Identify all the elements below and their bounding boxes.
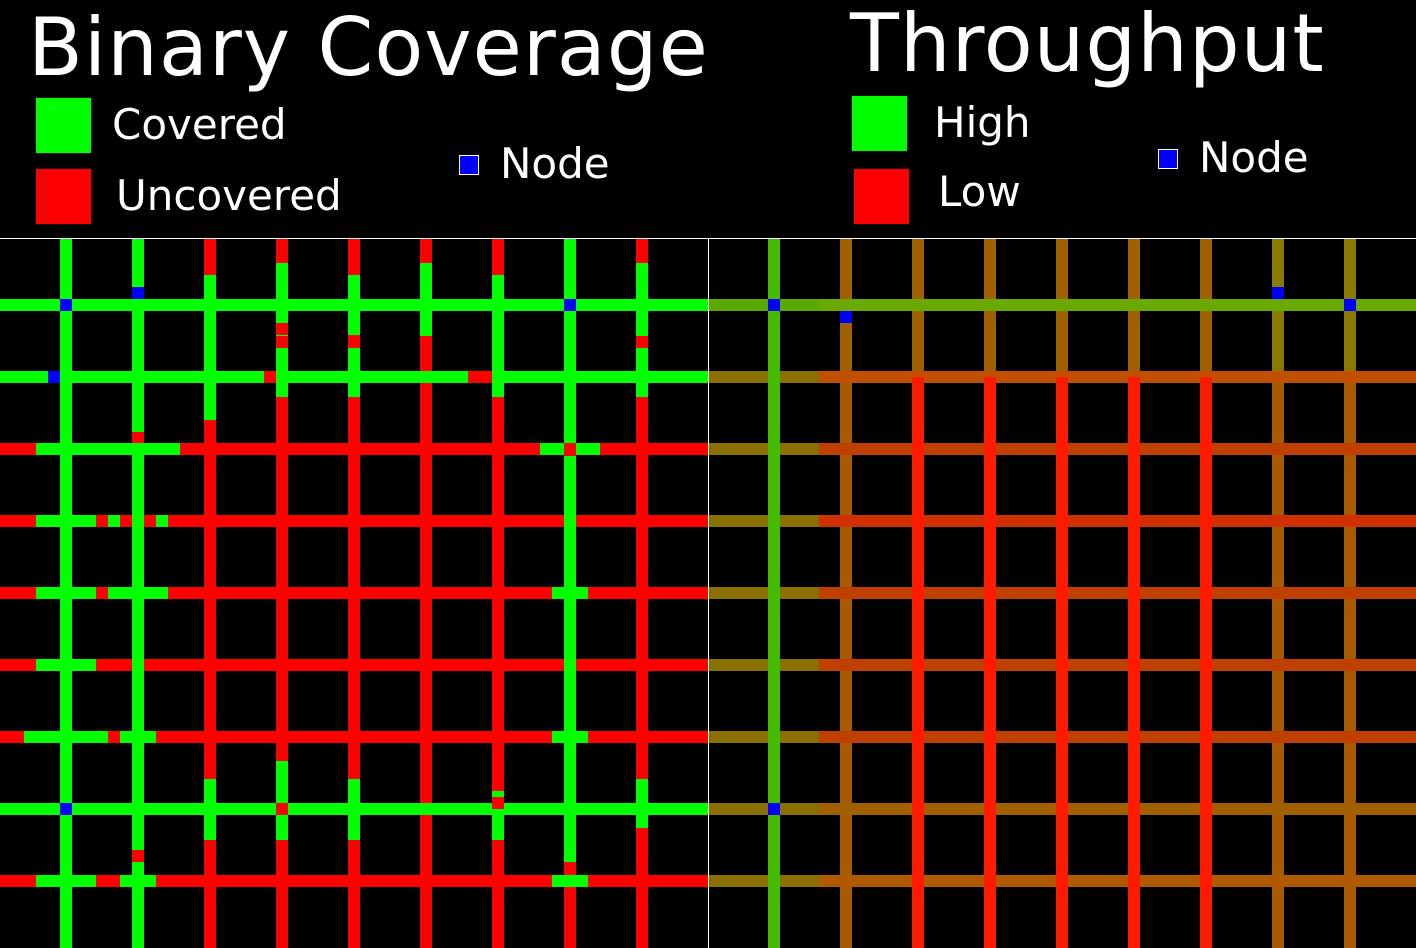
node	[132, 287, 144, 299]
node	[60, 803, 72, 815]
grid-diagram	[0, 239, 1416, 948]
uncovered-segment	[0, 515, 708, 527]
uncovered-segment	[276, 803, 288, 815]
covered-segment	[36, 443, 180, 455]
throughput-segment	[709, 299, 1416, 311]
throughput-segment	[984, 377, 996, 948]
node-swatch-left	[459, 155, 479, 175]
covered-segment	[480, 371, 708, 383]
covered-segment	[276, 371, 468, 383]
uncovered-segment	[264, 371, 276, 383]
node	[840, 311, 852, 323]
covered-segment	[108, 515, 120, 527]
throughput-segment	[1128, 377, 1140, 948]
covered-segment	[36, 515, 96, 527]
throughput-segment	[768, 239, 780, 948]
throughput-segment	[709, 443, 819, 455]
node-swatch-right	[1158, 149, 1178, 169]
high-swatch	[851, 95, 908, 152]
throughput-segment	[709, 803, 819, 815]
throughput-title: Throughput	[850, 0, 1325, 90]
throughput-grid	[709, 239, 1416, 948]
uncovered-segment	[480, 371, 492, 383]
covered-segment	[120, 875, 156, 887]
uncovered-label: Uncovered	[116, 171, 342, 220]
panel-divider	[708, 238, 709, 948]
covered-segment	[204, 275, 216, 420]
covered-swatch	[35, 97, 92, 154]
covered-segment	[288, 803, 492, 815]
uncovered-segment	[0, 659, 708, 671]
covered-segment	[120, 731, 156, 743]
uncovered-swatch	[35, 168, 92, 225]
uncovered-segment	[0, 731, 708, 743]
node	[768, 299, 780, 311]
throughput-segment	[709, 515, 819, 527]
covered-segment	[36, 875, 96, 887]
covered-segment	[0, 803, 276, 815]
node-label-right: Node	[1199, 133, 1309, 182]
low-label: Low	[938, 167, 1021, 216]
throughput-segment	[1200, 377, 1212, 948]
uncovered-segment	[276, 323, 288, 335]
covered-segment	[24, 731, 108, 743]
throughput-header: Throughput High Low Node	[708, 0, 1416, 238]
node	[564, 299, 576, 311]
uncovered-segment	[492, 797, 504, 809]
node	[48, 371, 60, 383]
covered-label: Covered	[112, 100, 287, 149]
throughput-segment	[709, 731, 819, 743]
covered-segment	[0, 371, 264, 383]
covered-segment	[552, 731, 588, 743]
covered-segment	[504, 803, 708, 815]
binary-coverage-title: Binary Coverage	[28, 1, 709, 94]
covered-segment	[156, 515, 168, 527]
throughput-segment	[912, 377, 924, 948]
covered-segment	[36, 659, 96, 671]
covered-segment	[132, 515, 144, 527]
throughput-segment	[709, 587, 819, 599]
covered-segment	[552, 587, 588, 599]
uncovered-segment	[0, 875, 708, 887]
throughput-segment	[709, 299, 819, 311]
throughput-segment	[709, 875, 819, 887]
uncovered-segment	[348, 335, 360, 347]
covered-segment	[276, 815, 288, 840]
binary-coverage-header: Binary Coverage Covered Uncovered Node	[0, 0, 708, 238]
covered-segment	[0, 299, 708, 311]
covered-segment	[132, 862, 144, 948]
uncovered-segment	[564, 443, 576, 455]
throughput-segment	[709, 659, 819, 671]
high-label: High	[934, 98, 1031, 147]
node	[1272, 287, 1284, 299]
binary-coverage-grid	[0, 239, 708, 948]
covered-segment	[564, 239, 576, 444]
covered-segment	[276, 761, 288, 815]
covered-segment	[564, 456, 576, 862]
low-swatch	[853, 168, 910, 225]
node	[60, 299, 72, 311]
node	[1344, 299, 1356, 311]
node	[768, 803, 780, 815]
node-label-left: Node	[500, 139, 610, 188]
covered-segment	[36, 587, 96, 599]
covered-segment	[108, 587, 168, 599]
covered-segment	[132, 443, 144, 850]
covered-segment	[132, 239, 144, 432]
uncovered-segment	[0, 587, 708, 599]
throughput-segment	[709, 371, 819, 383]
covered-segment	[552, 875, 588, 887]
uncovered-segment	[468, 371, 480, 383]
throughput-segment	[1056, 377, 1068, 948]
